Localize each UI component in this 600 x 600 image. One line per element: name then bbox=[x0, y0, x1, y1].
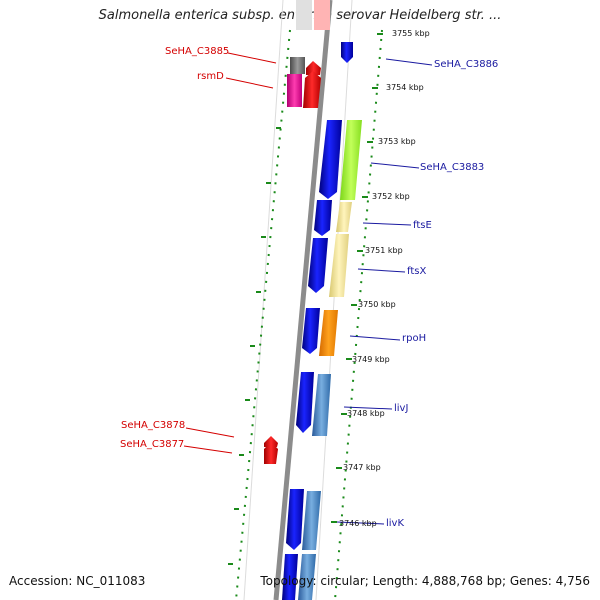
gene-seha-c3883-a bbox=[319, 120, 342, 199]
tick-label: 3751 kbp bbox=[365, 246, 403, 255]
gene-seha-c3886 bbox=[341, 42, 353, 63]
tick-label: 3746 kbp bbox=[339, 519, 377, 528]
left-label-lines bbox=[183, 52, 277, 454]
gene-bottom-b bbox=[298, 554, 316, 600]
gene-label-ftsx: ftsX bbox=[407, 266, 427, 277]
gene-label-seha-c3878: SeHA_C3878 bbox=[121, 420, 186, 431]
left-tick-marks bbox=[228, 127, 281, 565]
gene-label-seha-c3883: SeHA_C3883 bbox=[420, 162, 485, 173]
right-label-lines bbox=[336, 58, 433, 525]
gene-livk-a bbox=[286, 489, 304, 550]
gene-rsmd bbox=[287, 74, 302, 107]
tick-label: 3748 kbp bbox=[347, 409, 385, 418]
gene-seha-c3877 bbox=[264, 442, 278, 464]
gene-top-gray bbox=[296, 0, 312, 30]
dotted-ring-left bbox=[235, 29, 291, 600]
gene-ftsx-b bbox=[329, 234, 349, 297]
tick-label: 3752 kbp bbox=[372, 192, 410, 201]
gene-livj-b bbox=[312, 374, 331, 436]
gene-label-livj: livJ bbox=[394, 403, 409, 414]
gene-rpoh-a bbox=[302, 308, 320, 354]
gene-label-rpoh: rpoH bbox=[402, 333, 427, 344]
tick-label: 3750 kbp bbox=[358, 300, 396, 309]
topology-text: Topology: circular; Length: 4,888,768 bp… bbox=[260, 574, 590, 588]
gene-label-seha-c3886: SeHA_C3886 bbox=[434, 59, 499, 70]
gene-bottom-a bbox=[282, 554, 298, 600]
gene-seha-c3885 bbox=[290, 57, 305, 74]
gene-livj-a bbox=[296, 372, 314, 433]
gene-label-rsmd: rsmD bbox=[197, 71, 224, 82]
gene-label-ftse: ftsE bbox=[413, 220, 432, 231]
gene-seha-c3878 bbox=[264, 436, 278, 447]
tick-label: 3749 kbp bbox=[352, 355, 390, 364]
gene-rpoh-b bbox=[319, 310, 338, 356]
tick-label: 3747 kbp bbox=[343, 463, 381, 472]
gene-label-seha-c3885: SeHA_C3885 bbox=[165, 46, 230, 57]
tick-label: 3755 kbp bbox=[392, 29, 430, 38]
gene-top-pink bbox=[314, 0, 330, 30]
dotted-ring-right bbox=[334, 29, 383, 600]
gene-ftse-a bbox=[314, 200, 332, 236]
accession-text: Accession: NC_011083 bbox=[9, 574, 146, 588]
tick-label: 3754 kbp bbox=[386, 83, 424, 92]
gene-label-livk: livK bbox=[386, 518, 405, 529]
genome-backbone bbox=[273, 0, 333, 600]
gene-label-seha-c3877: SeHA_C3877 bbox=[120, 439, 185, 450]
gene-ftsx-a bbox=[308, 238, 328, 293]
gene-red-upper-a bbox=[306, 61, 321, 75]
gene-seha-c3883-b bbox=[340, 120, 362, 200]
gene-livk-b bbox=[302, 491, 321, 550]
right-tick-marks bbox=[331, 33, 383, 523]
gene-ftse-b bbox=[336, 202, 352, 232]
gene-red-upper-b bbox=[303, 71, 321, 108]
tick-label: 3753 kbp bbox=[378, 137, 416, 146]
